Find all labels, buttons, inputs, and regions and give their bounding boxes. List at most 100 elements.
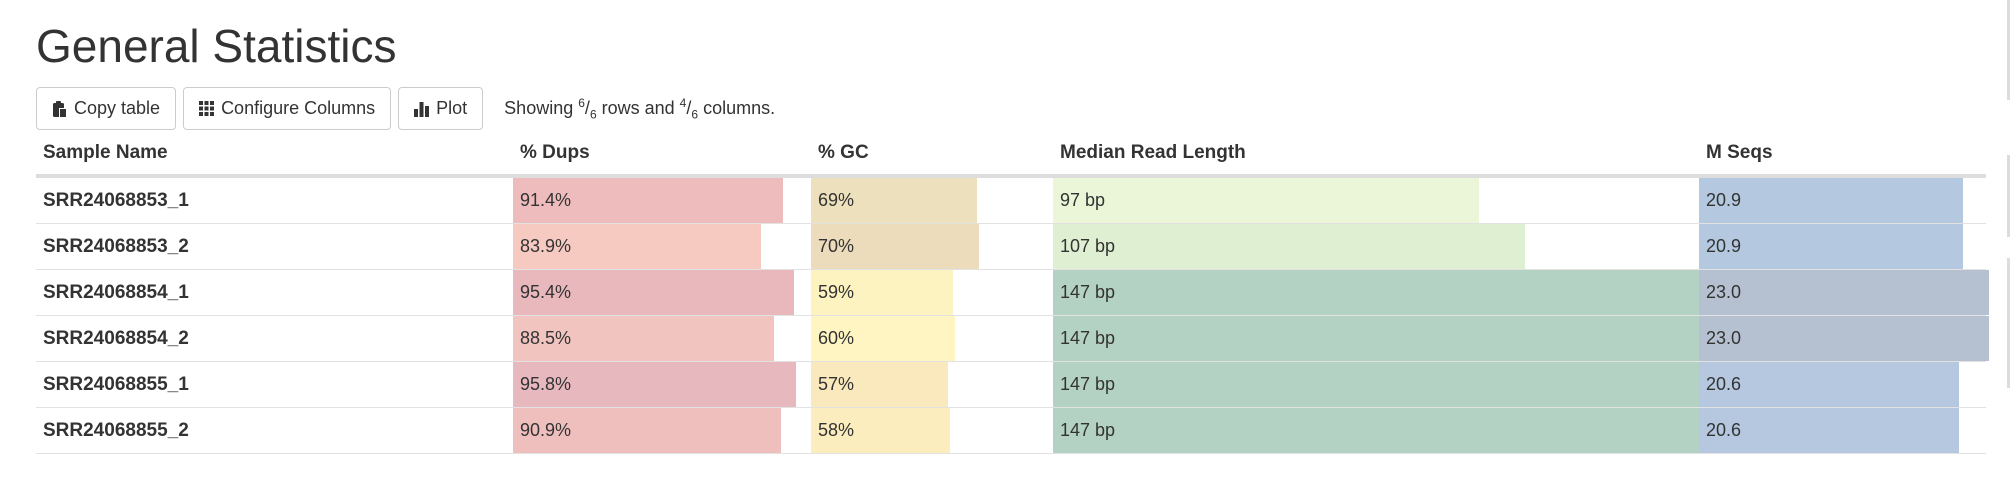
- page-title: General Statistics: [36, 20, 397, 72]
- mseqs-cell: 23.0: [1699, 270, 1989, 315]
- len-value: 147 bp: [1060, 282, 1116, 302]
- table-toolbar: Copy table Configure Columns Plot Showin…: [36, 87, 775, 130]
- mseqs-value: 20.6: [1706, 374, 1742, 394]
- sample-name-cell: SRR24068854_2: [43, 328, 189, 349]
- mseqs-bar: [1699, 270, 1989, 315]
- len-bar: [1053, 362, 1699, 407]
- mseqs-bar: [1699, 316, 1989, 361]
- configure-columns-label: Configure Columns: [221, 98, 376, 118]
- len-bar: [1053, 224, 1525, 269]
- scroll-edge: [2007, 258, 2010, 388]
- len-cell: 147 bp: [1053, 408, 1699, 453]
- bar-chart-icon: [414, 101, 430, 117]
- mseqs-cell: 20.6: [1699, 362, 1989, 407]
- len-cell: 97 bp: [1053, 178, 1699, 223]
- copy-table-button[interactable]: Copy table: [36, 87, 177, 130]
- dups-value: 95.4%: [520, 282, 572, 302]
- configure-columns-button[interactable]: Configure Columns: [183, 87, 392, 130]
- table-row: SRR24068854_2 88.5% 60% 147 bp 23.0: [36, 316, 1989, 362]
- plot-button[interactable]: Plot: [398, 87, 484, 130]
- gc-cell: 69%: [811, 178, 1051, 223]
- table-row: SRR24068853_1 91.4% 69% 97 bp 20.9: [36, 178, 1986, 224]
- header-m-seqs[interactable]: M Seqs: [1706, 142, 1773, 163]
- gc-cell: 58%: [811, 408, 1051, 453]
- table-body: SRR24068853_1 91.4% 69% 97 bp 20.9 SRR2406885…: [36, 178, 1989, 454]
- row-column-count: Showing 6/6 rows and 4/6 columns.: [504, 95, 776, 122]
- table-row: SRR24068855_2 90.9% 58% 147 bp 20.6: [36, 408, 1986, 454]
- mseqs-cell: 20.6: [1699, 408, 1989, 453]
- table-row: SRR24068854_1 95.4% 59% 147 bp 23.0: [36, 270, 1989, 316]
- len-value: 147 bp: [1060, 374, 1116, 394]
- header-gc[interactable]: % GC: [818, 142, 869, 163]
- sample-name-cell: SRR24068855_2: [43, 420, 189, 441]
- gc-bar: [811, 224, 979, 269]
- gc-value: 58%: [818, 420, 855, 440]
- len-cell: 147 bp: [1053, 316, 1699, 361]
- gc-value: 59%: [818, 282, 855, 302]
- plot-label: Plot: [436, 98, 468, 118]
- header-sample-name[interactable]: Sample Name: [43, 142, 168, 163]
- header-dups[interactable]: % Dups: [520, 142, 590, 163]
- dups-value: 90.9%: [520, 420, 572, 440]
- dups-value: 91.4%: [520, 190, 572, 210]
- dups-bar: [513, 316, 774, 361]
- table-row: SRR24068853_2 83.9% 70% 107 bp 20.9: [36, 224, 1986, 270]
- len-value: 97 bp: [1060, 190, 1106, 210]
- len-value: 107 bp: [1060, 236, 1116, 256]
- gc-cell: 57%: [811, 362, 1051, 407]
- copy-table-label: Copy table: [74, 98, 161, 118]
- dups-cell: 91.4%: [513, 178, 808, 223]
- dups-cell: 88.5%: [513, 316, 808, 361]
- gc-bar: [811, 270, 953, 315]
- mseqs-value: 20.9: [1706, 190, 1742, 210]
- len-cell: 147 bp: [1053, 362, 1699, 407]
- dups-bar: [513, 178, 783, 223]
- len-bar: [1053, 316, 1699, 361]
- dups-cell: 90.9%: [513, 408, 808, 453]
- gc-bar: [811, 362, 948, 407]
- len-value: 147 bp: [1060, 328, 1116, 348]
- dups-value: 88.5%: [520, 328, 572, 348]
- gc-value: 70%: [818, 236, 855, 256]
- grid-icon: [199, 101, 215, 116]
- gc-cell: 59%: [811, 270, 1051, 315]
- len-bar: [1053, 408, 1699, 453]
- mseqs-value: 20.9: [1706, 236, 1742, 256]
- gc-cell: 60%: [811, 316, 1051, 361]
- dups-bar: [513, 270, 794, 315]
- gc-cell: 70%: [811, 224, 1051, 269]
- dups-value: 95.8%: [520, 374, 572, 394]
- mseqs-cell: 23.0: [1699, 316, 1989, 361]
- mseqs-bar: [1699, 408, 1959, 453]
- len-bar: [1053, 270, 1699, 315]
- scroll-edge: [2007, 0, 2010, 100]
- sample-name-cell: SRR24068854_1: [43, 282, 189, 303]
- dups-bar: [513, 362, 796, 407]
- scroll-edge: [2007, 155, 2010, 237]
- len-value: 147 bp: [1060, 420, 1116, 440]
- table-row: SRR24068855_1 95.8% 57% 147 bp 20.6: [36, 362, 1986, 408]
- mseqs-cell: 20.9: [1699, 178, 1989, 223]
- mseqs-bar: [1699, 178, 1963, 223]
- mseqs-value: 20.6: [1706, 420, 1742, 440]
- gc-value: 60%: [818, 328, 855, 348]
- len-bar: [1053, 178, 1479, 223]
- table-header: Sample Name % Dups % GC Median Read Leng…: [36, 131, 1986, 178]
- gc-bar: [811, 316, 955, 361]
- gc-bar: [811, 408, 950, 453]
- clipboard-icon: [52, 100, 67, 118]
- mseqs-value: 23.0: [1706, 328, 1742, 348]
- gc-bar: [811, 178, 977, 223]
- dups-cell: 95.4%: [513, 270, 808, 315]
- dups-bar: [513, 224, 761, 269]
- dups-bar: [513, 408, 781, 453]
- sample-name-cell: SRR24068853_1: [43, 190, 189, 211]
- mseqs-cell: 20.9: [1699, 224, 1989, 269]
- header-median-read-length[interactable]: Median Read Length: [1060, 142, 1246, 163]
- len-cell: 147 bp: [1053, 270, 1699, 315]
- sample-name-cell: SRR24068855_1: [43, 374, 189, 395]
- sample-name-cell: SRR24068853_2: [43, 236, 189, 257]
- mseqs-bar: [1699, 362, 1959, 407]
- dups-cell: 83.9%: [513, 224, 808, 269]
- gc-value: 69%: [818, 190, 855, 210]
